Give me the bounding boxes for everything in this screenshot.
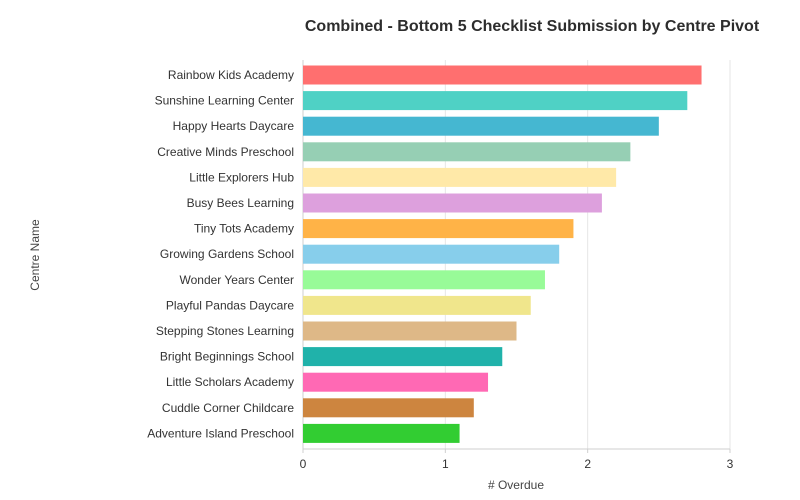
bar (303, 116, 659, 136)
bar (303, 65, 702, 85)
bar (303, 372, 489, 392)
category-label: Playful Pandas Daycare (166, 298, 294, 312)
category-label: Wonder Years Center (179, 273, 294, 287)
x-tick-label: 2 (584, 457, 591, 471)
category-label: Cuddle Corner Childcare (162, 401, 294, 415)
chart-title: Combined - Bottom 5 Checklist Submission… (305, 18, 760, 35)
category-label: Stepping Stones Learning (156, 324, 294, 338)
bar (303, 423, 460, 443)
category-label: Happy Hearts Daycare (173, 119, 295, 133)
x-tick-label: 1 (442, 457, 449, 471)
bar (303, 91, 688, 111)
bar (303, 244, 560, 264)
category-label: Bright Beginnings School (160, 350, 294, 364)
bar (303, 398, 474, 418)
bar (303, 193, 602, 213)
category-label: Growing Gardens School (160, 247, 294, 261)
category-label: Rainbow Kids Academy (168, 68, 294, 82)
category-label: Adventure Island Preschool (147, 426, 294, 440)
bar (303, 219, 574, 239)
category-label: Busy Bees Learning (187, 196, 294, 210)
bar (303, 142, 631, 162)
category-label: Creative Minds Preschool (157, 145, 294, 159)
category-label: Sunshine Learning Center (155, 94, 294, 108)
bar (303, 167, 617, 187)
bar (303, 321, 517, 341)
x-axis-title: # Overdue (488, 478, 544, 492)
y-axis-title: Centre Name (28, 219, 42, 291)
x-tick-label: 3 (727, 457, 734, 471)
category-label: Little Explorers Hub (189, 170, 294, 184)
category-labels: Rainbow Kids Academy Sunshine Learning Ce… (147, 68, 294, 440)
bars (303, 65, 702, 443)
x-tick-label: 0 (300, 457, 307, 471)
bar (303, 295, 531, 315)
category-label: Tiny Tots Academy (194, 222, 294, 236)
x-axis-ticks: 0 1 2 3 (300, 448, 734, 471)
bar (303, 347, 503, 367)
category-label: Little Scholars Academy (166, 375, 294, 389)
bar (303, 270, 545, 290)
